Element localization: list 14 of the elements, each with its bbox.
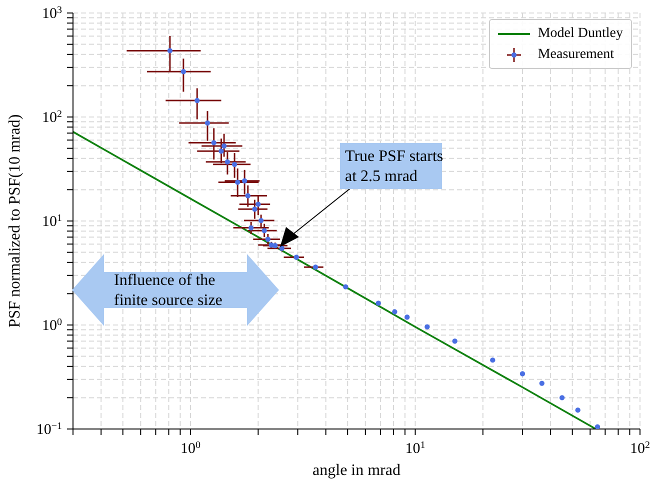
legend-label: Model Duntley (538, 26, 623, 42)
annotation: True PSF starts at 2.5 mrad (345, 148, 444, 185)
x-tick-label: 10$^{2}$ (630, 440, 650, 457)
x-tick-label: 10$^{1}$ (405, 440, 426, 457)
annotation: Influence of the finite source size (114, 272, 222, 309)
x-axis-title: angle in mrad (312, 462, 400, 479)
y-tick-label: 10$^{0}$ (42, 316, 62, 334)
y-tick-label: 10$^{−1}$ (36, 420, 62, 438)
y-tick-label: 10$^{2}$ (42, 108, 62, 126)
y-tick-label: 10$^{3}$ (42, 4, 62, 22)
legend-label: Measurement (538, 46, 614, 62)
y-tick-label: 10$^{1}$ (42, 212, 62, 230)
y-axis-title: PSF normalized to PSF(10 mrad) (6, 114, 24, 328)
x-tick-label: 10$^{0}$ (180, 440, 201, 457)
